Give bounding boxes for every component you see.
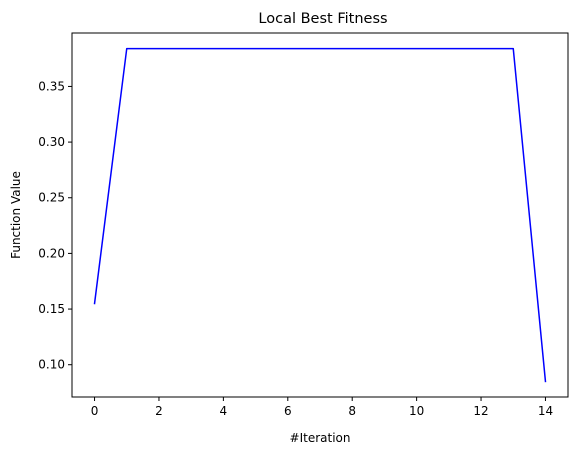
y-tick-label: 0.15 <box>38 302 65 316</box>
x-tick-label: 2 <box>155 404 163 418</box>
y-tick-label: 0.20 <box>38 246 65 260</box>
plot-area <box>71 32 569 398</box>
x-axis-label: #Iteration <box>290 431 351 445</box>
y-tick-label: 0.25 <box>38 191 65 205</box>
y-tick-label: 0.30 <box>38 135 65 149</box>
x-axis: 0 2 4 6 8 10 12 14 <box>91 397 553 418</box>
x-tick-label: 4 <box>220 404 228 418</box>
x-tick-label: 8 <box>348 404 356 418</box>
y-tick-label: 0.35 <box>38 79 65 93</box>
x-tick-label: 14 <box>538 404 553 418</box>
x-tick-label: 0 <box>91 404 99 418</box>
x-tick-label: 10 <box>409 404 424 418</box>
series-layer <box>93 47 547 383</box>
y-axis: 0.10 0.15 0.20 0.25 0.30 0.35 <box>38 79 72 372</box>
chart-title: Local Best Fitness <box>258 11 387 27</box>
x-tick-label: 6 <box>284 404 292 418</box>
series-line <box>93 47 547 383</box>
y-axis-label: Function Value <box>9 171 23 259</box>
x-tick-label: 12 <box>473 404 488 418</box>
y-tick-label: 0.10 <box>38 358 65 372</box>
